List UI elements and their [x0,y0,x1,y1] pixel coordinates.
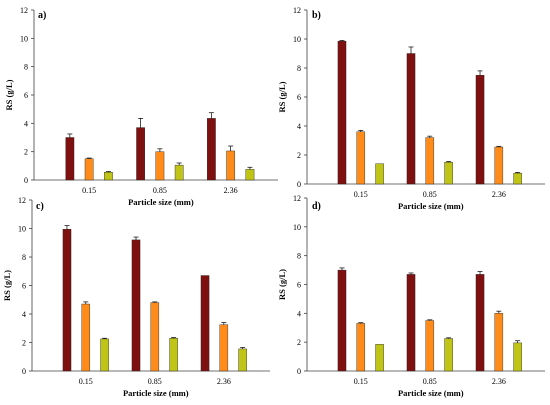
y-tick-label: 12 [20,6,28,15]
y-tick-label: 8 [22,253,26,262]
bar [174,164,184,181]
panel-label: d) [312,201,321,212]
y-tick-label: 10 [293,35,301,44]
panel-label: b) [312,10,321,21]
bar [62,229,72,372]
chart-panel-2: 0 2 4 6 8 10 12 b) RS (g/L) 0.15 0.85 2.36 Particle … [277,6,545,211]
y-tick-label: 2 [297,151,301,160]
bar [406,53,416,185]
bar [169,338,178,372]
y-tick-label: 12 [18,196,26,205]
bar [219,324,229,372]
bar [513,342,522,372]
y-tick-label: 4 [22,310,26,319]
chart-panel-1: 0 2 4 6 8 10 12 a) RS (g/L) 0.15 0.85 2.36 Particle … [4,6,278,207]
y-tick-label: 4 [297,122,301,131]
bar [425,137,435,185]
x-tick-label: 0.85 [148,377,162,386]
x-tick-label: 0.85 [153,186,167,195]
bar [406,274,416,372]
y-tick-label: 4 [24,119,28,128]
y-tick-label: 12 [293,194,301,203]
bar [226,150,236,181]
y-tick-label: 8 [24,63,28,72]
bar [494,313,504,372]
x-tick-label: 2.36 [492,377,506,386]
x-tick-label: 0.15 [354,190,368,199]
x-tick-label: 0.15 [354,377,368,386]
x-tick-label: 2.36 [224,186,238,195]
y-axis-title: RS (g/L) [277,269,287,300]
y-tick-label: 0 [297,367,301,376]
y-tick-label: 0 [22,367,26,376]
x-tick-label: 0.15 [79,377,93,386]
x-axis-title: Particle size (mm) [398,388,464,398]
bar [65,137,75,181]
y-tick-label: 6 [297,281,301,290]
y-axis-title: RS (g/L) [2,270,12,301]
bar [104,172,113,181]
y-tick-label: 10 [293,223,301,232]
y-tick-label: 6 [297,93,301,102]
x-tick-label: 0.85 [423,377,437,386]
bar [356,323,366,372]
chart-panel-4: 0 2 4 6 8 10 12 d) RS (g/L) 0.15 0.85 2.36 Particle … [277,194,545,398]
panel-label: c) [36,201,44,212]
y-axis-title: RS (g/L) [277,81,287,112]
x-axis-title: Particle size (mm) [398,201,464,211]
bar [444,162,453,185]
bar [375,163,384,185]
bar [494,146,504,185]
x-tick-label: 0.85 [423,190,437,199]
bar [84,158,94,181]
y-tick-label: 6 [24,91,28,100]
y-tick-label: 0 [297,180,301,189]
bar [81,303,91,372]
bar [475,75,485,185]
y-tick-label: 6 [22,282,26,291]
x-axis-title: Particle size (mm) [123,388,189,398]
bar [200,275,210,372]
x-tick-label: 0.15 [82,186,96,195]
y-axis-title: RS (g/L) [4,79,14,110]
bar [238,348,247,372]
bar [131,239,141,372]
x-axis-title: Particle size (mm) [128,197,194,207]
chart-panel-3: 0 2 4 6 8 10 12 c) RS (g/L) 0.15 0.85 2.36 Particle … [2,196,270,398]
bar [155,151,165,181]
y-tick-label: 2 [22,339,26,348]
y-tick-label: 10 [18,225,26,234]
bar [475,274,485,372]
x-tick-label: 2.36 [492,190,506,199]
y-tick-label: 8 [297,64,301,73]
bar [425,320,435,372]
bar [513,172,522,185]
bar [375,344,384,372]
bar [100,338,109,372]
panel-label: a) [38,10,46,21]
bar [337,269,347,372]
bar [245,169,255,181]
x-tick-label: 2.36 [217,377,231,386]
bar [337,40,347,185]
bar [207,118,216,181]
bar [444,338,453,372]
bar [356,131,366,185]
y-tick-label: 4 [297,309,301,318]
y-tick-label: 8 [297,252,301,261]
y-tick-label: 12 [293,6,301,15]
y-tick-label: 0 [24,176,28,185]
y-tick-label: 2 [24,148,28,157]
bar [150,302,160,372]
bar [136,127,145,181]
y-tick-label: 2 [297,338,301,347]
y-tick-label: 10 [20,34,28,43]
